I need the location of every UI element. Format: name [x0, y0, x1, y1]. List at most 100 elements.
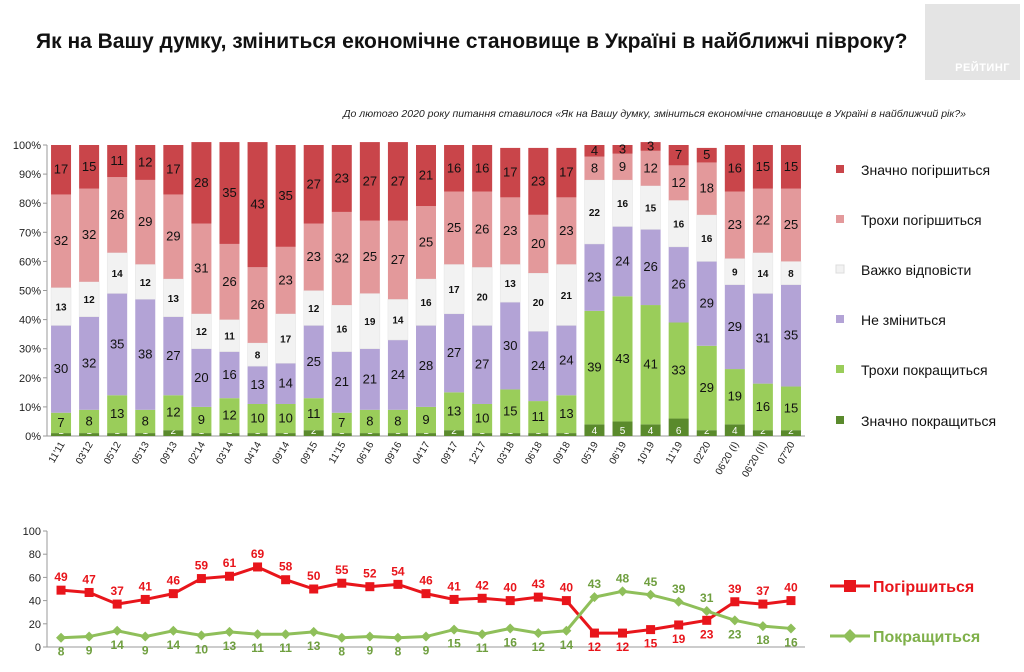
- improve-point: [421, 631, 431, 642]
- line-value-label: 41: [139, 579, 153, 593]
- bar-y-tick-label: 40%: [19, 315, 41, 327]
- bar-value-label: 29: [700, 296, 714, 311]
- bar-segment: [556, 197, 577, 265]
- line-y-tick-label: 80: [29, 549, 41, 561]
- line-value-label: 23: [728, 627, 742, 641]
- line-value-label: 9: [86, 644, 93, 658]
- worsen-point: [561, 596, 571, 606]
- bar-value-label: 10: [475, 411, 489, 426]
- worsen-point: [589, 628, 599, 638]
- bar-value-label: 9: [422, 412, 429, 427]
- line-y-tick-label: 0: [35, 642, 41, 654]
- bar-value-label: 16: [336, 324, 348, 335]
- bar-value-label: 4: [648, 426, 654, 437]
- bar-segment: [696, 430, 717, 436]
- legend-swatch: [836, 165, 844, 173]
- bar-segment: [331, 145, 352, 212]
- line-value-label: 9: [423, 644, 430, 658]
- bar-segment: [500, 302, 521, 390]
- bar-segment: [359, 409, 380, 434]
- bar-segment: [584, 145, 605, 157]
- bar-value-label: 9: [732, 268, 738, 279]
- worsen-point: [702, 615, 712, 625]
- bar-value-label: 32: [335, 250, 349, 265]
- bar-segment: [303, 398, 324, 431]
- line-legend-marker: [843, 629, 857, 643]
- line-value-label: 61: [223, 556, 237, 570]
- bar-segment: [696, 345, 717, 431]
- line-value-label: 58: [279, 560, 293, 574]
- worsen-point: [618, 628, 628, 638]
- line-value-label: 40: [784, 581, 798, 595]
- bar-segment: [500, 197, 521, 265]
- bar-segment: [780, 284, 801, 387]
- bar-segment: [275, 363, 296, 404]
- line-value-label: 10: [195, 642, 209, 656]
- bar-segment: [219, 351, 240, 399]
- bar-value-label: 12: [140, 278, 152, 289]
- line-value-label: 12: [588, 640, 602, 654]
- line-value-label: 11: [476, 641, 489, 655]
- worsen-point: [365, 582, 375, 592]
- bar-value-label: 13: [447, 403, 461, 418]
- bar-value-label: 2: [704, 426, 710, 437]
- bar-segment: [752, 383, 773, 431]
- bar-value-label: 11: [532, 409, 546, 424]
- bar-segment: [556, 147, 577, 198]
- bar-segment: [275, 403, 296, 434]
- bar-value-label: 12: [222, 408, 236, 423]
- bar-value-label: 17: [449, 285, 461, 296]
- bar-value-label: 29: [700, 380, 714, 395]
- bar-segment: [247, 433, 268, 436]
- bar-segment: [612, 153, 633, 180]
- bar-value-label: 6: [676, 426, 682, 437]
- bar-value-label: 39: [587, 360, 601, 375]
- bar-segment: [724, 424, 745, 436]
- bar-value-label: 8: [85, 413, 92, 428]
- bar-segment: [79, 145, 100, 189]
- improve-point: [280, 629, 291, 640]
- bar-segment: [387, 433, 408, 436]
- bar-value-label: 25: [447, 220, 461, 235]
- bar-segment: [79, 188, 100, 282]
- bar-segment: [500, 433, 521, 436]
- bar-segment: [416, 325, 436, 407]
- improve-point: [336, 632, 347, 643]
- legend-label: Не зміниться: [861, 312, 946, 328]
- bar-segment: [444, 430, 465, 436]
- bar-value-label: 27: [306, 176, 320, 191]
- line-value-label: 11: [279, 641, 292, 655]
- worsen-point: [758, 599, 768, 609]
- bar-segment: [472, 145, 493, 192]
- legend-swatch: [836, 365, 844, 373]
- line-value-label: 13: [223, 639, 237, 653]
- line-value-label: 9: [367, 644, 374, 658]
- bar-segment: [752, 430, 773, 436]
- bar-value-label: 8: [788, 269, 794, 280]
- bar-segment: [79, 433, 100, 436]
- improve-point: [617, 586, 628, 597]
- line-value-label: 11: [251, 641, 264, 655]
- bar-y-tick-label: 0%: [25, 431, 41, 443]
- bar-value-label: 2: [171, 426, 177, 437]
- bar-value-label: 32: [82, 355, 96, 370]
- line-value-label: 18: [756, 633, 770, 647]
- bar-value-label: 5: [703, 147, 710, 162]
- bar-segment: [640, 229, 661, 306]
- line-value-label: 13: [307, 639, 321, 653]
- legend-label: Важко відповісти: [861, 262, 971, 278]
- improve-point: [533, 628, 544, 639]
- bar-value-label: 27: [363, 173, 377, 188]
- line-y-tick-label: 20: [29, 619, 41, 631]
- line-value-label: 41: [447, 579, 461, 593]
- line-value-label: 69: [251, 547, 265, 561]
- bar-segment: [584, 424, 605, 436]
- worsen-point: [253, 562, 263, 572]
- bar-value-label: 11: [110, 153, 124, 168]
- bar-segment: [640, 305, 661, 425]
- bar-y-tick-label: 30%: [19, 344, 41, 356]
- bar-value-label: 18: [700, 181, 714, 196]
- bar-segment: [752, 252, 774, 294]
- improve-point: [477, 629, 488, 640]
